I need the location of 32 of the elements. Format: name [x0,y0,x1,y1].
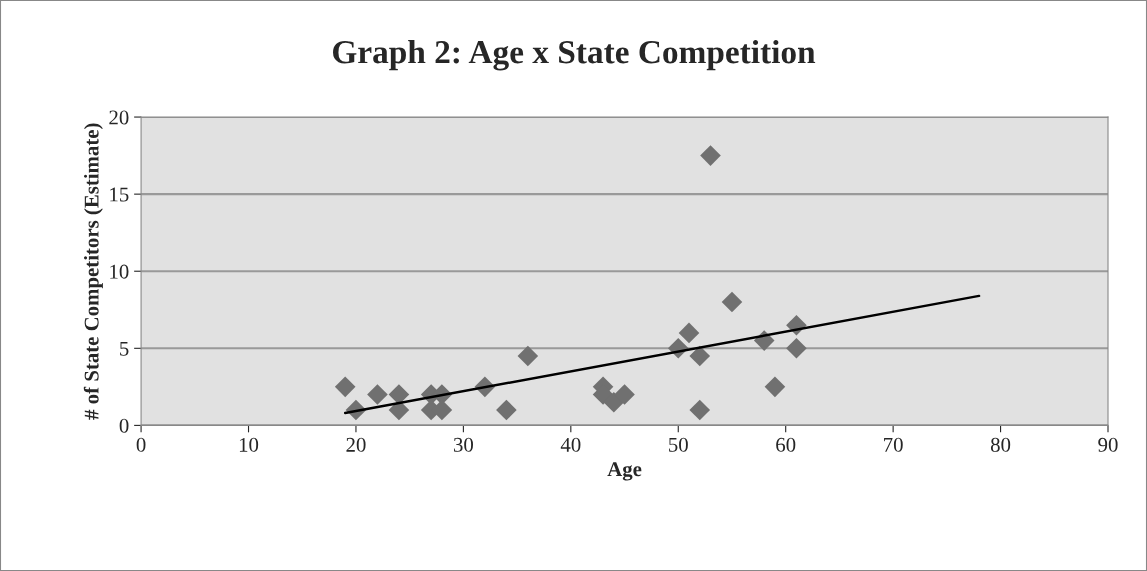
point [496,399,517,421]
x-tick-label: 70 [884,437,903,452]
point [388,399,410,421]
point [764,376,786,398]
x-tick-label: 30 [453,437,474,452]
point [786,338,807,359]
point [678,322,700,344]
chart-title: Graph 2: Age x State Competition [333,39,816,71]
point [689,345,711,367]
x-axis-title: Age [607,462,642,481]
point [603,391,625,413]
y-axis-title: # of State Competitors (Estimate) [83,123,103,420]
point [721,291,743,313]
y-tick-label: 10 [110,264,129,279]
x-tick-label: 60 [776,437,796,452]
x-tick-label: 80 [990,437,1011,452]
point [334,376,356,398]
x-tick-label: 40 [560,437,581,452]
x-tick-label: 20 [346,437,366,452]
point [367,384,388,405]
x-tick-label: 90 [1098,437,1118,452]
point [700,145,721,166]
x-tick-label: 50 [669,437,688,452]
x-tick-label: 10 [239,437,259,452]
point [689,399,711,421]
x-tick-label: 0 [136,437,146,452]
point [517,345,539,367]
y-tick-label: 0 [119,418,129,433]
y-tick-label: 15 [110,187,129,202]
y-tick-label: 5 [120,341,129,356]
y-tick-label: 20 [109,110,129,125]
point [614,384,635,405]
